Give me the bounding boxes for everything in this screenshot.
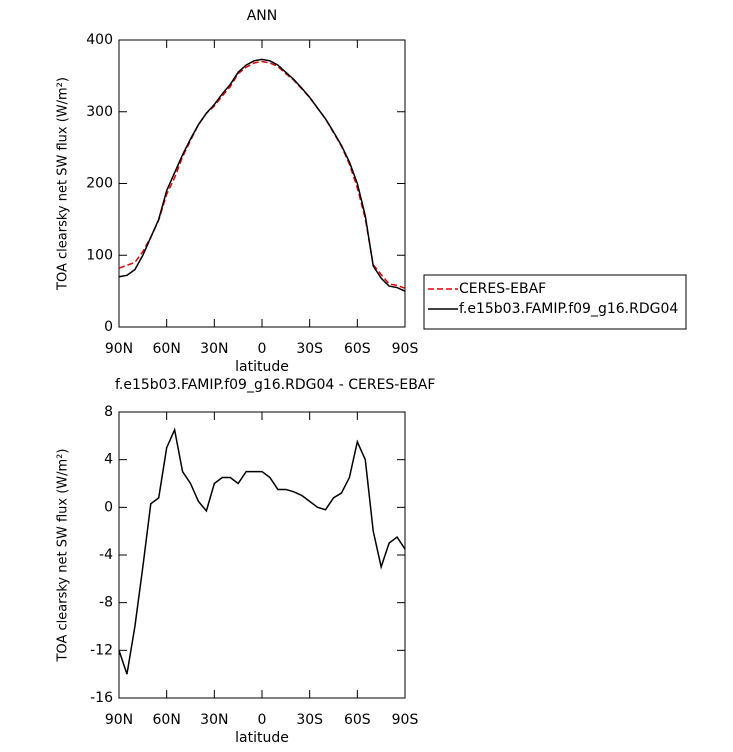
legend-label: f.e15b03.FAMIP.f09_g16.RDG04 (459, 301, 678, 317)
y-tick-label: -12 (90, 642, 113, 658)
panel-title: f.e15b03.FAMIP.f09_g16.RDG04 - CERES-EBA… (115, 377, 435, 393)
x-tick-label: 30N (200, 341, 228, 357)
y-tick-label: -4 (99, 547, 113, 563)
x-tick-label: 0 (258, 712, 267, 728)
x-axis-label: latitude (235, 359, 289, 375)
y-tick-label: 200 (86, 176, 113, 192)
x-tick-label: 90S (392, 712, 419, 728)
legend-label: CERES-EBAF (459, 281, 546, 297)
x-axis-label: latitude (235, 730, 289, 746)
y-tick-label: 300 (86, 104, 113, 120)
x-tick-label: 60S (344, 341, 371, 357)
data-line (118, 427, 406, 675)
x-tick-label: 30S (296, 341, 323, 357)
x-tick-label: 30S (296, 712, 323, 728)
x-tick-label: 60N (153, 712, 181, 728)
x-tick-label: 90S (392, 341, 419, 357)
y-tick-label: -8 (99, 595, 113, 611)
data-line (118, 58, 406, 292)
y-tick-label: 4 (104, 452, 113, 468)
y-tick-label: 400 (86, 32, 113, 48)
x-tick-label: 90N (105, 341, 133, 357)
y-tick-label: 8 (104, 404, 113, 420)
y-tick-label: 100 (86, 247, 113, 263)
data-line (118, 60, 406, 289)
x-tick-label: 60N (153, 341, 181, 357)
y-tick-label: 0 (104, 499, 113, 515)
y-tick-label: -16 (90, 690, 113, 706)
plot-frame (118, 39, 406, 328)
x-tick-label: 30N (200, 712, 228, 728)
x-tick-label: 60S (344, 712, 371, 728)
y-tick-label: 0 (104, 319, 113, 335)
x-tick-label: 90N (105, 712, 133, 728)
plot-frame (118, 411, 406, 699)
y-axis-label: TOA clearsky net SW flux (W/m²) (56, 77, 71, 291)
x-tick-label: 0 (258, 341, 267, 357)
panel-title: ANN (247, 8, 278, 24)
y-axis-label: TOA clearsky net SW flux (W/m²) (56, 449, 71, 663)
legend-box (423, 274, 687, 330)
